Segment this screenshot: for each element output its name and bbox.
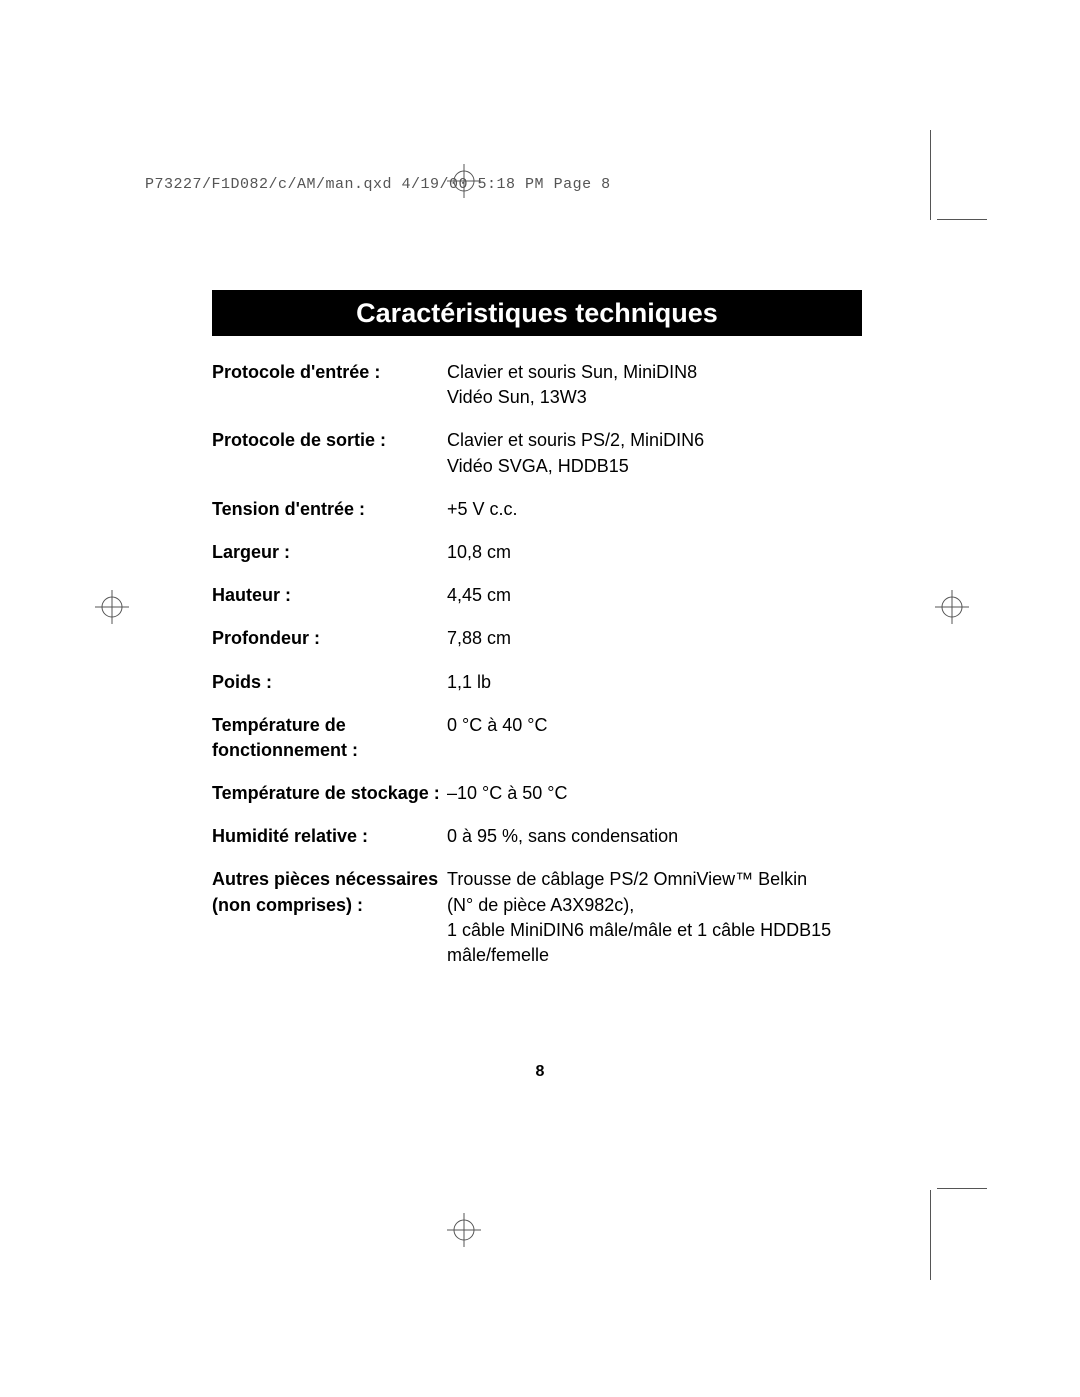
spec-label: Tension d'entrée :: [212, 497, 447, 522]
crop-mark-right-mid: [935, 590, 969, 624]
spec-row: Autres pièces nécessaires (non comprises…: [212, 867, 862, 968]
page-number: 8: [0, 1063, 1080, 1081]
trim-line: [930, 130, 931, 220]
spec-row: Température de stockage : –10 °C à 50 °C: [212, 781, 862, 806]
spec-value: –10 °C à 50 °C: [447, 781, 862, 806]
spec-label: Hauteur :: [212, 583, 447, 608]
spec-label: Largeur :: [212, 540, 447, 565]
spec-row: Protocole d'entrée : Clavier et souris S…: [212, 360, 862, 410]
spec-value: +5 V c.c.: [447, 497, 862, 522]
spec-row: Hauteur : 4,45 cm: [212, 583, 862, 608]
header-metadata-line: P73227/F1D082/c/AM/man.qxd 4/19/00 5:18 …: [145, 176, 611, 193]
page-container: P73227/F1D082/c/AM/man.qxd 4/19/00 5:18 …: [0, 0, 1080, 1397]
section-title: Caractéristiques techniques: [212, 290, 862, 336]
spec-value: 0 °C à 40 °C: [447, 713, 862, 738]
crop-mark-left-mid: [95, 590, 129, 624]
spec-row: Largeur : 10,8 cm: [212, 540, 862, 565]
spec-value: 10,8 cm: [447, 540, 862, 565]
spec-label: Protocole de sortie :: [212, 428, 447, 453]
spec-row: Humidité relative : 0 à 95 %, sans conde…: [212, 824, 862, 849]
spec-value: Trousse de câblage PS/2 OmniView™ Belkin…: [447, 867, 862, 968]
trim-line: [937, 219, 987, 220]
spec-label: Température de stockage :: [212, 781, 447, 806]
spec-label: Protocole d'entrée :: [212, 360, 447, 385]
specs-list: Protocole d'entrée : Clavier et souris S…: [212, 360, 862, 986]
spec-row: Température de fonctionnement : 0 °C à 4…: [212, 713, 862, 763]
spec-label: Profondeur :: [212, 626, 447, 651]
trim-line: [930, 1190, 931, 1280]
spec-value: 1,1 lb: [447, 670, 862, 695]
spec-row: Tension d'entrée : +5 V c.c.: [212, 497, 862, 522]
spec-label: Autres pièces nécessaires (non comprises…: [212, 867, 447, 917]
spec-value: 7,88 cm: [447, 626, 862, 651]
spec-row: Protocole de sortie : Clavier et souris …: [212, 428, 862, 478]
spec-label: Poids :: [212, 670, 447, 695]
spec-value: Clavier et souris PS/2, MiniDIN6Vidéo SV…: [447, 428, 862, 478]
spec-label: Température de fonctionnement :: [212, 713, 447, 763]
spec-value: Clavier et souris Sun, MiniDIN8Vidéo Sun…: [447, 360, 862, 410]
spec-value: 0 à 95 %, sans condensation: [447, 824, 862, 849]
trim-line: [937, 1188, 987, 1189]
spec-row: Profondeur : 7,88 cm: [212, 626, 862, 651]
crop-mark-top-center: [447, 164, 481, 198]
spec-row: Poids : 1,1 lb: [212, 670, 862, 695]
spec-value: 4,45 cm: [447, 583, 862, 608]
spec-label: Humidité relative :: [212, 824, 447, 849]
crop-mark-bottom-center: [447, 1213, 481, 1247]
